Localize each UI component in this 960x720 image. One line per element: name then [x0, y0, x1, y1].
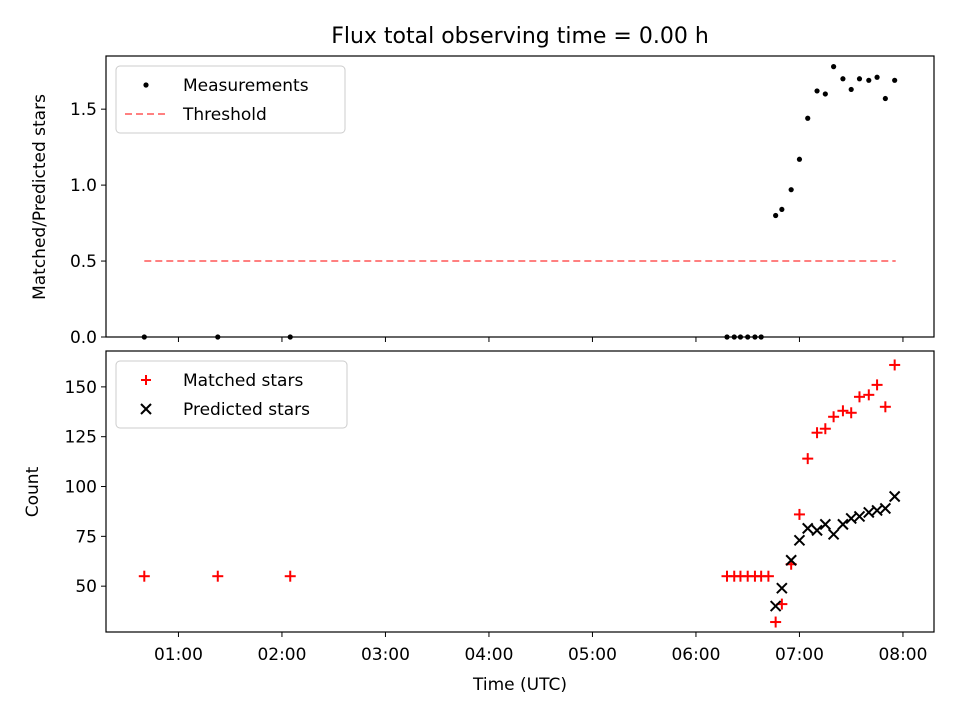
matched-stars-point: [871, 379, 883, 391]
x-tick-label: 02:00: [257, 645, 306, 665]
matched-stars-point: [853, 391, 865, 403]
matched-stars-point: [845, 407, 857, 419]
measurement-point: [822, 91, 828, 97]
measurement-point: [788, 187, 794, 193]
matched-stars-point: [762, 570, 774, 582]
predicted-stars-point: [811, 524, 823, 537]
count-legend: Matched stars Predicted stars: [115, 360, 348, 429]
predicted-stars-point: [785, 554, 797, 566]
predicted-stars-point: [776, 582, 788, 594]
matched-stars-point: [889, 359, 901, 371]
ratio-y-tick-label: 1.0: [70, 176, 97, 196]
x-tick-label: 08:00: [878, 645, 927, 665]
predicted-stars-point: [863, 506, 875, 519]
predicted-stars-point: [879, 502, 892, 515]
predicted-stars-point: [793, 534, 806, 547]
count-y-tick-label: 100: [65, 478, 97, 498]
matched-stars-point: [811, 427, 823, 439]
measurement-point: [814, 88, 820, 94]
ratio-legend: Measurements Threshold: [115, 65, 346, 134]
ratio-plot-frame: [105, 55, 935, 338]
legend-measurements-label: Measurements: [183, 76, 309, 96]
count-y-tick-label: 150: [65, 378, 97, 398]
count-y-axis-label: Count: [23, 466, 43, 517]
ratio-y-tick-label: 0.0: [70, 328, 97, 348]
measurement-point: [856, 76, 863, 82]
measurement-point: [773, 212, 779, 219]
matched-stars-point: [802, 453, 814, 465]
predicted-stars-point: [845, 512, 857, 525]
measurement-point: [892, 77, 898, 83]
figure-title: Flux total observing time = 0.00 h: [331, 24, 709, 49]
count-panel: 01:00 02:00 03:00 04:00 05:00 06:00 07:00 08:00…: [23, 350, 935, 695]
measurement-point: [866, 77, 872, 83]
x-tick-label: 06:00: [671, 645, 720, 665]
matched-stars-point: [793, 508, 805, 520]
predicted-stars-point: [827, 528, 840, 541]
legend-predicted-marker: [140, 403, 152, 415]
predicted-stars-point: [802, 522, 814, 535]
x-tick-label: 05:00: [568, 645, 617, 665]
count-legend-box: [115, 360, 348, 429]
matched-stars-point: [284, 570, 296, 582]
matched-stars-point: [828, 411, 840, 423]
measurement-point: [796, 156, 803, 162]
predicted-stars-point: [837, 518, 849, 531]
matched-stars-point: [819, 423, 831, 435]
count-y-tick-label: 50: [75, 577, 97, 597]
predicted-stars-point: [871, 504, 883, 517]
matched-stars-point: [770, 616, 782, 628]
measurement-point: [848, 86, 854, 93]
measurement-point: [831, 64, 837, 70]
x-tick-label: 01:00: [154, 645, 203, 665]
x-tick-label: 07:00: [775, 645, 824, 665]
legend-matched-label: Matched stars: [183, 371, 303, 391]
measurement-point: [779, 206, 785, 213]
matched-stars-point: [837, 405, 849, 417]
ratio-y-tick-label: 1.5: [70, 100, 97, 120]
ratio-y-axis-label: Matched/Predicted stars: [30, 94, 50, 300]
count-y-tick-label: 125: [65, 428, 97, 448]
predicted-stars-point: [819, 518, 832, 531]
legend-matched-marker: [141, 375, 151, 385]
x-axis-label: Time (UTC): [472, 675, 567, 695]
predicted-stars-point: [769, 600, 782, 612]
count-plot-frame: [105, 350, 935, 633]
x-tick-label: 03:00: [361, 645, 410, 665]
measurement-point: [882, 95, 888, 102]
predicted-stars-point: [853, 510, 866, 523]
legend-predicted-label: Predicted stars: [183, 400, 310, 420]
matched-stars-point: [138, 570, 150, 582]
measurement-point: [840, 76, 846, 82]
count-y-tick-label: 75: [75, 527, 97, 547]
matched-stars-point: [863, 389, 875, 401]
ratio-panel: 0.0 0.5 1.0 1.5 Matched/Predicted stars Mea…: [30, 55, 935, 348]
legend-measurements-marker: [143, 82, 149, 88]
measurement-point: [805, 115, 811, 121]
x-tick-label: 04:00: [464, 645, 513, 665]
legend-threshold-label: Threshold: [182, 105, 267, 125]
ratio-legend-box: [115, 65, 346, 134]
matched-stars-point: [212, 570, 224, 582]
measurement-point: [874, 74, 880, 80]
ratio-y-tick-label: 0.5: [70, 252, 97, 272]
matched-stars-point: [879, 401, 891, 413]
predicted-stars-point: [888, 490, 901, 503]
